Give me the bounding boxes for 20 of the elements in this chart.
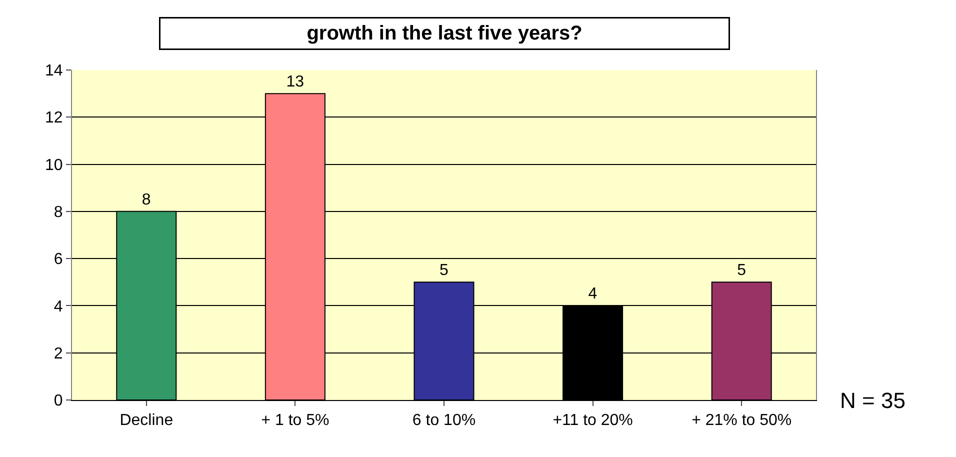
- y-tick-label: 2: [54, 345, 63, 362]
- data-label: 5: [737, 262, 746, 280]
- y-tick-label: 8: [54, 204, 63, 222]
- x-tick-label: Decline: [120, 412, 174, 430]
- x-tick-label: +11 to 20%: [552, 412, 633, 430]
- y-tick-label: 6: [54, 251, 63, 268]
- data-label: 8: [142, 191, 151, 208]
- y-tick-label: 14: [45, 62, 63, 80]
- x-tick-label: 6 to 10%: [412, 412, 476, 430]
- y-tick-label: 0: [54, 392, 63, 410]
- y-tick-label: 4: [54, 298, 63, 316]
- x-tick-label: + 21% to 50%: [692, 412, 792, 430]
- data-label: 5: [440, 262, 448, 280]
- y-tick-label: 10: [45, 156, 63, 174]
- text: N = 35: [840, 388, 906, 413]
- x-tick-label: + 1 to 5%: [261, 412, 330, 430]
- chart-title: growth in the last five years?: [306, 22, 582, 44]
- y-tick-label: 12: [45, 110, 63, 127]
- data-label: 4: [588, 286, 598, 303]
- data-label: 13: [286, 74, 304, 91]
